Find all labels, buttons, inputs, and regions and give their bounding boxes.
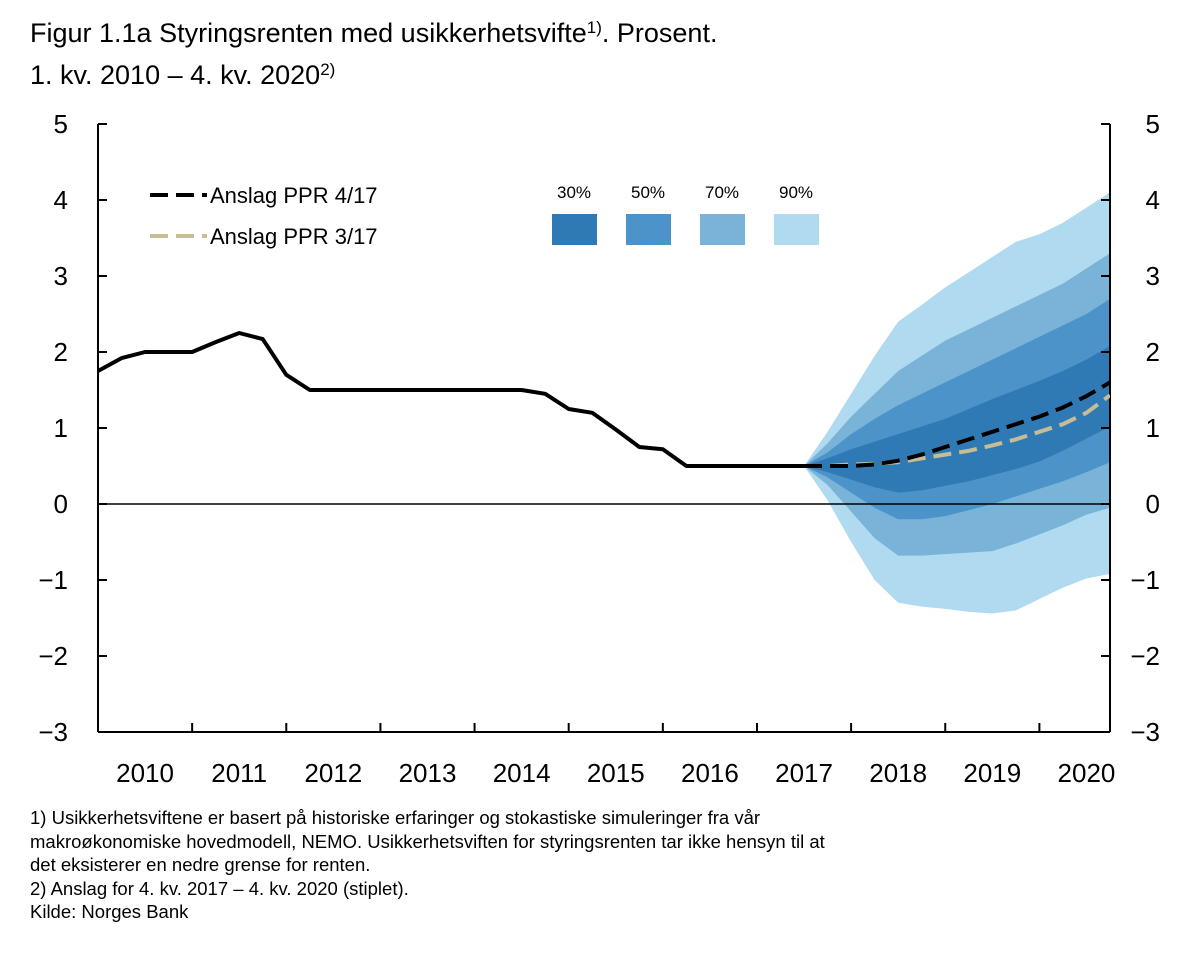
source-note: Kilde: Norges Bank xyxy=(30,901,189,922)
y-tick-label-right: −2 xyxy=(1130,641,1160,671)
chart-title-text: Figur 1.1a Styringsrenten med usikkerhet… xyxy=(30,18,587,48)
axes xyxy=(97,123,1111,733)
y-tick-label-left: 3 xyxy=(54,261,68,291)
footnote-1-line-1: 1) Usikkerhetsviftene er basert på histo… xyxy=(30,807,761,828)
history-line xyxy=(98,331,805,468)
y-tick-label-right: 0 xyxy=(1146,489,1160,519)
chart-subtitle-footnote-ref: 2) xyxy=(320,60,336,79)
x-tick-label: 2019 xyxy=(963,758,1021,788)
x-tick-label: 2017 xyxy=(775,758,833,788)
x-tick-label: 2016 xyxy=(681,758,739,788)
fan-band-30 xyxy=(804,345,1110,493)
y-tick-label-left: 0 xyxy=(54,489,68,519)
y-tick-label-right: 4 xyxy=(1146,185,1160,215)
chart-title-suffix: . Prosent. xyxy=(601,18,718,48)
chart-subtitle-text: 1. kv. 2010 – 4. kv. 2020 xyxy=(30,60,321,90)
chart-subtitle: 1. kv. 2010 – 4. kv. 20202) xyxy=(30,60,335,91)
x-tick-label: 2015 xyxy=(587,758,645,788)
x-tick-label: 2018 xyxy=(869,758,927,788)
tick-labels: 5 5 4 4 3 3 2 2 1 1 0 0 −1 −1 −2 −2 −3 −3 2010 2011 2012 2013… xyxy=(38,109,1160,788)
chart-title: Figur 1.1a Styringsrenten med usikkerhet… xyxy=(30,18,717,49)
y-tick-label-left: 4 xyxy=(54,185,68,215)
x-tick-label: 2010 xyxy=(116,758,174,788)
band-legend-label-90: 90% xyxy=(779,183,813,202)
x-tick-label: 2014 xyxy=(493,758,551,788)
footnote-2: 2) Anslag for 4. kv. 2017 – 4. kv. 2020 … xyxy=(30,877,409,899)
band-legend-label-50: 50% xyxy=(631,183,665,202)
chart-title-footnote-ref: 1) xyxy=(586,18,602,37)
x-tick-label: 2011 xyxy=(211,758,267,788)
y-tick-label-left: −1 xyxy=(38,565,68,595)
x-tick-label: 2020 xyxy=(1058,758,1116,788)
legend-ppr417-label: Anslag PPR 4/17 xyxy=(210,183,378,208)
rate-fan-chart: 5 5 4 4 3 3 2 2 1 1 0 0 −1 −1 −2 −2 −3 −3 2010 2011 2012 2013… xyxy=(38,109,1160,788)
legend-ppr317-label: Anslag PPR 3/17 xyxy=(210,224,378,249)
band-legend-swatch-50 xyxy=(626,214,671,245)
series xyxy=(98,331,1110,468)
ppr417-line xyxy=(804,380,1110,468)
band-legend-swatch-70 xyxy=(700,214,745,245)
band-legend-label-30: 30% xyxy=(557,183,591,202)
footnote-1-line-3: det eksisterer en nedre grense for rente… xyxy=(30,854,371,875)
uncertainty-fan xyxy=(804,192,1110,614)
y-tick-label-right: 3 xyxy=(1146,261,1160,291)
y-tick-label-left: −2 xyxy=(38,641,68,671)
legend: Anslag PPR 4/17 Anslag PPR 3/17 xyxy=(150,183,378,249)
y-tick-label-right: 1 xyxy=(1146,413,1160,443)
y-tick-label-left: 2 xyxy=(54,337,68,367)
footnote-1-line-2: makroøkonomiske hovedmodell, NEMO. Usikk… xyxy=(30,830,825,852)
y-tick-label-right: −1 xyxy=(1130,565,1160,595)
y-tick-label-left: 1 xyxy=(54,413,68,443)
y-tick-label-left: 5 xyxy=(54,109,68,139)
band-legend-label-70: 70% xyxy=(705,183,739,202)
band-legend-swatch-90 xyxy=(774,214,819,245)
footnotes: 1) Usikkerhetsviftene er basert på histo… xyxy=(30,806,1130,924)
band-legend: 30% 50% 70% 90% xyxy=(552,183,819,245)
y-tick-label-right: −3 xyxy=(1130,717,1160,747)
x-tick-label: 2012 xyxy=(304,758,362,788)
y-tick-label-right: 5 xyxy=(1146,109,1160,139)
x-tick-label: 2013 xyxy=(399,758,457,788)
y-tick-label-right: 2 xyxy=(1146,337,1160,367)
y-tick-label-left: −3 xyxy=(38,717,68,747)
band-legend-swatch-30 xyxy=(552,214,597,245)
